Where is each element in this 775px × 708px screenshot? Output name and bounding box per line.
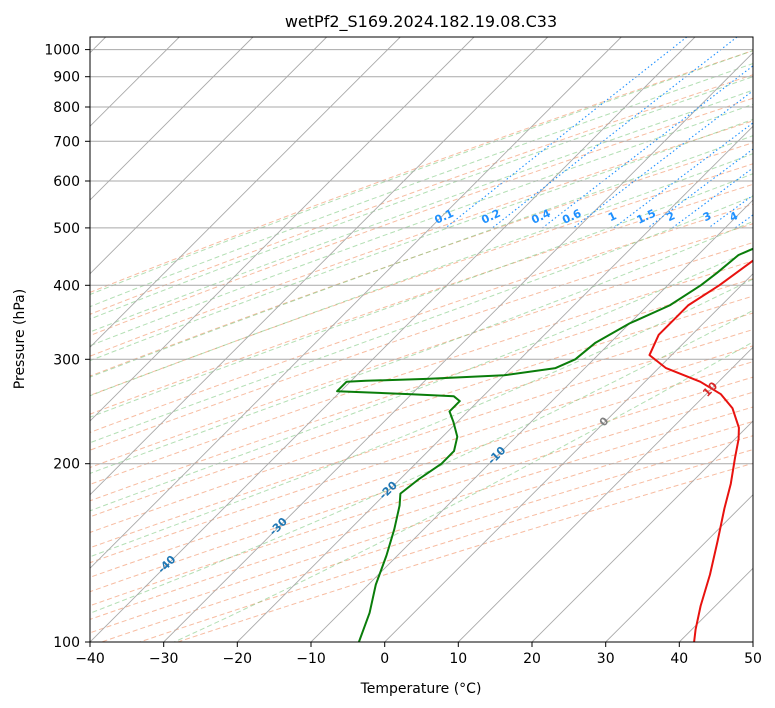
y-tick-label: 900 [53,70,80,86]
moist-adiabat-line [90,278,753,558]
pressure-gridlines [90,49,753,642]
x-tick-label: −30 [149,651,179,667]
isotherm-line [531,420,753,642]
y-tick-label: 700 [53,134,80,150]
y-axis-ticks: 100 200 300 400 500 600 700 800 900 1000 [44,43,90,651]
isotherm-line [90,37,401,348]
moist-adiabat-line [90,63,753,308]
background-reference-lines [90,37,753,642]
dry-adiabat-line [90,241,753,469]
isotherm-line [605,494,753,642]
dry-adiabat-line [90,361,753,578]
x-tick-label: −40 [75,651,105,667]
x-tick-label: 0 [380,651,389,667]
dry-adiabat-line [139,449,753,642]
y-axis-title: Pressure (hPa) [12,289,28,389]
dry-adiabat-line [90,142,753,377]
isotherm-line [457,346,753,642]
dry-adiabat-line [90,183,753,415]
temperature-profile-line [648,259,753,642]
moist-adiabat-line [90,173,753,418]
dry-adiabat-line [101,435,753,642]
dry-adiabat-line [90,376,753,593]
isotherm-line [384,273,753,642]
y-tick-label: 200 [53,457,80,473]
x-tick-label: 40 [670,651,688,667]
y-tick-label: 500 [53,221,80,237]
moist-adiabat-line [90,76,753,320]
dry-adiabat-line [90,312,753,533]
isotherm-line [90,37,622,569]
mixing-ratio-line [613,122,753,229]
dry-adiabat-line [90,420,753,634]
dry-adiabat-line [90,345,753,564]
x-tick-label: 20 [523,651,541,667]
dewpoint-profile-line [336,247,753,642]
x-tick-label: −10 [296,651,326,667]
y-tick-label: 800 [53,100,80,116]
x-axis-ticks: −40 −30 −20 −10 0 10 20 30 40 50 [75,642,762,667]
isotherm-line [90,37,475,422]
x-tick-label: 10 [449,651,467,667]
dry-adiabat-line [177,462,753,642]
isotherm-line [90,37,696,642]
y-tick-label: 100 [53,635,80,651]
isotherm-line [90,37,549,496]
x-tick-label: −20 [223,651,253,667]
plot-frame [89,36,754,643]
moist-adiabat-line [173,341,753,642]
isotherm-line [90,37,328,275]
profile-lines [336,247,753,642]
mixing-ratio-line [542,65,753,229]
y-tick-label: 600 [53,174,80,190]
dry-adiabat-line [90,223,753,451]
y-tick-label: 400 [53,278,80,294]
mixing-ratio-line [445,37,688,229]
isotherm-line [90,37,254,201]
y-tick-label: 1000 [44,43,80,59]
dry-adiabat-line [90,278,753,502]
dry-adiabat-line [90,203,753,433]
isotherm-line [236,125,753,642]
isotherm-line [310,199,753,642]
dry-adiabat-line [90,329,753,549]
x-tick-label: 30 [597,651,615,667]
mixing-ratio-line [672,167,753,229]
x-axis-title: Temperature (°C) [360,681,482,697]
y-tick-label: 300 [53,352,80,368]
isotherm-line [163,52,753,642]
chart-title: wetPf2_S169.2024.182.19.08.C33 [285,12,557,32]
moist-adiabat-line [90,118,753,362]
x-tick-label: 50 [744,651,762,667]
moist-adiabat-line [90,103,753,347]
